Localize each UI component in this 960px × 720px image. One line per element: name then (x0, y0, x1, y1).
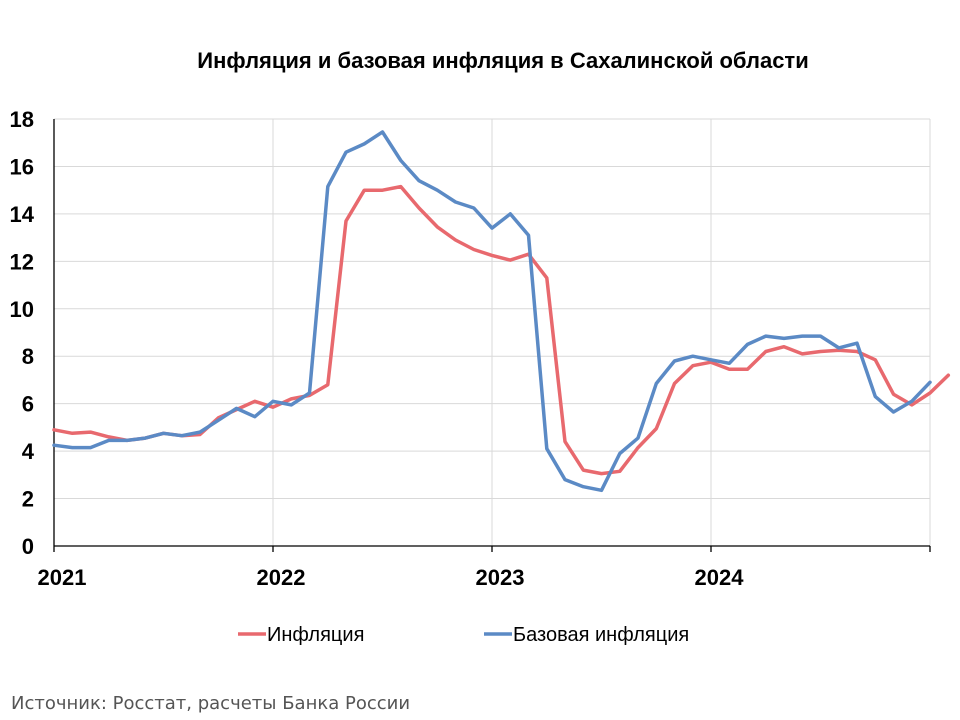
y-tick-label: 10 (10, 297, 34, 322)
inflation-chart: Инфляция и базовая инфляция в Сахалинско… (10, 48, 951, 646)
y-tick-label: 14 (10, 202, 35, 227)
y-tick-label: 16 (10, 154, 34, 179)
grid-lines (54, 118, 931, 546)
series-line-core-inflation (52, 130, 932, 493)
legend: Инфляция Базовая инфляция (238, 624, 689, 646)
y-tick-label: 12 (10, 249, 34, 274)
chart-title: Инфляция и базовая инфляция в Сахалинско… (197, 48, 808, 73)
x-tick-label: 2023 (476, 565, 525, 590)
legend-label: Инфляция (267, 624, 364, 646)
x-tick-label: 2022 (257, 565, 306, 590)
y-tick-label: 0 (22, 534, 34, 559)
axes (53, 119, 931, 552)
source-note: Источник: Росстат, расчеты Банка России (11, 693, 411, 714)
x-tick-labels: 2021 2022 2023 2024 (38, 565, 745, 590)
y-tick-labels: 0 2 4 6 8 10 12 14 16 18 (10, 107, 35, 559)
series-line-inflation (52, 184, 951, 476)
y-tick-label: 4 (22, 439, 35, 464)
x-tick-label: 2021 (38, 565, 87, 590)
x-tick-label: 2024 (695, 565, 745, 590)
y-tick-label: 6 (22, 392, 34, 417)
y-tick-label: 18 (10, 107, 34, 132)
y-tick-label: 8 (22, 344, 34, 369)
y-tick-label: 2 (22, 487, 34, 512)
series-lines (52, 130, 951, 493)
legend-label: Базовая инфляция (513, 624, 689, 646)
